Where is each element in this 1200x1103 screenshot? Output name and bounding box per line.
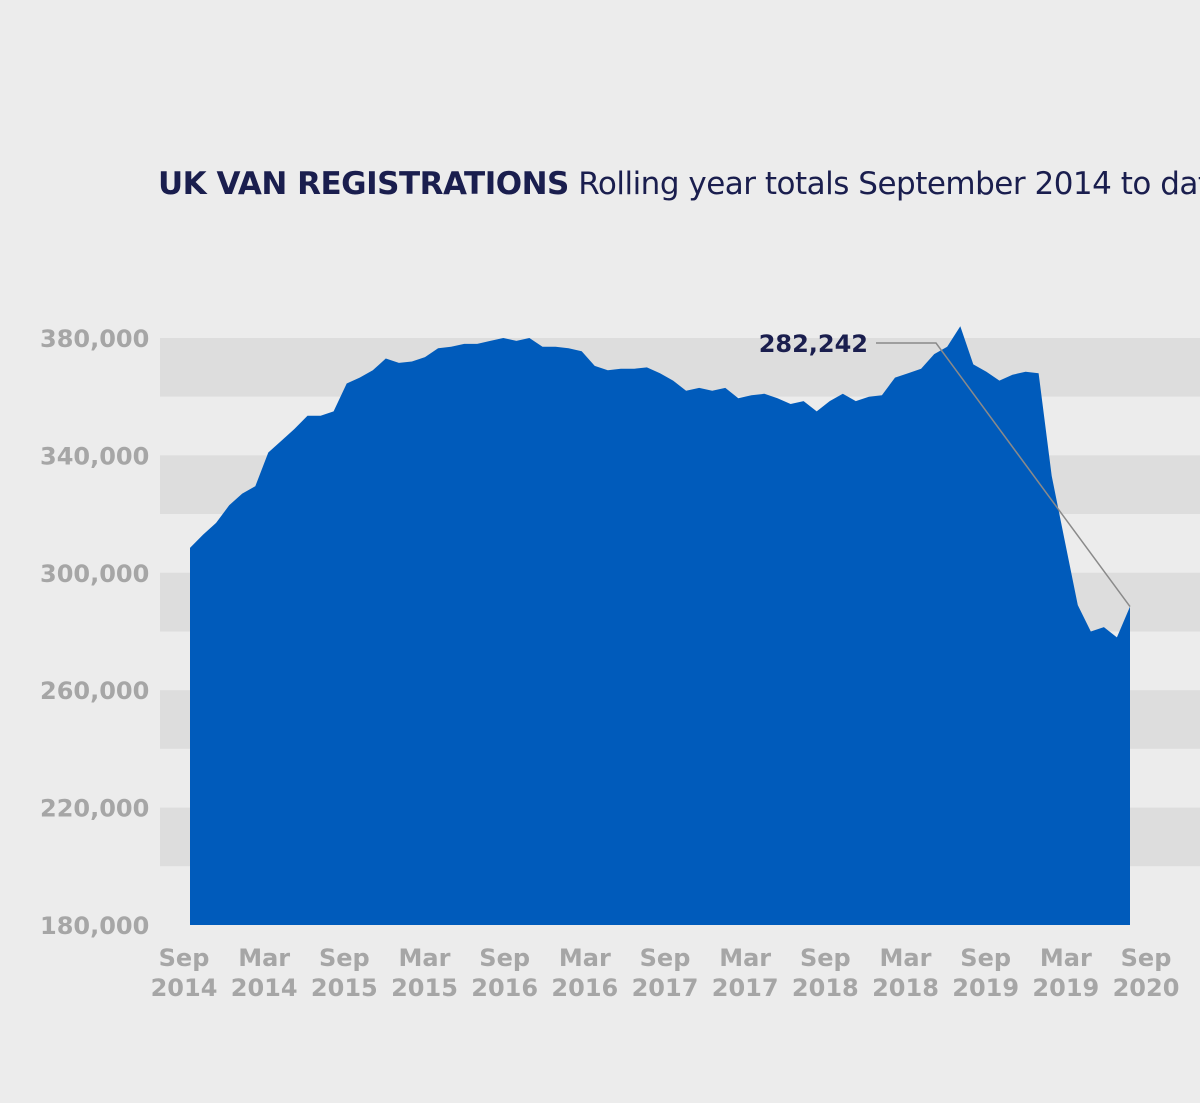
chart-subtitle: Rolling year totals September 2014 to da… (578, 166, 1200, 202)
chart-title: UK VAN REGISTRATIONS Rolling year totals… (158, 166, 1200, 202)
x-tick-label-month: Sep (319, 944, 370, 972)
x-tick-label-year: 2018 (792, 974, 859, 1002)
y-tick-label: 260,000 (40, 677, 149, 705)
x-tick-label-month: Sep (640, 944, 691, 972)
chart-title-main: UK VAN REGISTRATIONS (158, 166, 569, 202)
x-tick-label-year: 2014 (151, 974, 218, 1002)
annotation-label: 282,242 (759, 330, 868, 358)
x-tick-label-month: Sep (479, 944, 530, 972)
x-tick-label-year: 2019 (952, 974, 1019, 1002)
x-tick-label-year: 2016 (551, 974, 618, 1002)
x-tick-label-month: Mar (880, 944, 932, 972)
x-tick-label-year: 2019 (1032, 974, 1099, 1002)
x-tick-label-month: Mar (559, 944, 611, 972)
y-tick-label: 220,000 (40, 795, 149, 823)
annotation-leader-line (876, 342, 1131, 608)
x-tick-label-year: 2020 (1113, 974, 1180, 1002)
y-tick-label: 300,000 (40, 560, 149, 588)
x-tick-label-year: 2015 (311, 974, 378, 1002)
x-axis: Sep2014Mar2014Sep2015Mar2015Sep2016Mar20… (151, 944, 1180, 1002)
x-tick-label-year: 2014 (231, 974, 298, 1002)
x-tick-label-year: 2017 (632, 974, 699, 1002)
annotation: 282,242 (759, 330, 1131, 608)
x-tick-label-month: Sep (960, 944, 1011, 972)
x-tick-label-month: Sep (159, 944, 210, 972)
x-tick-label-month: Mar (399, 944, 451, 972)
x-tick-label-month: Sep (800, 944, 851, 972)
x-tick-label-year: 2015 (391, 974, 458, 1002)
y-tick-label: 340,000 (40, 442, 149, 470)
x-tick-label-month: Mar (719, 944, 771, 972)
y-tick-label: 380,000 (40, 325, 149, 353)
y-axis: 180,000 220,000 260,000 300,000 340,000 380,0… (40, 325, 149, 940)
x-tick-label-year: 2018 (872, 974, 939, 1002)
x-tick-label-month: Mar (1040, 944, 1092, 972)
x-tick-label-month: Mar (238, 944, 290, 972)
y-tick-label: 180,000 (40, 912, 149, 940)
x-tick-label-month: Sep (1121, 944, 1172, 972)
series-area (190, 326, 1130, 925)
x-tick-label-year: 2017 (712, 974, 779, 1002)
x-tick-label-year: 2016 (471, 974, 538, 1002)
